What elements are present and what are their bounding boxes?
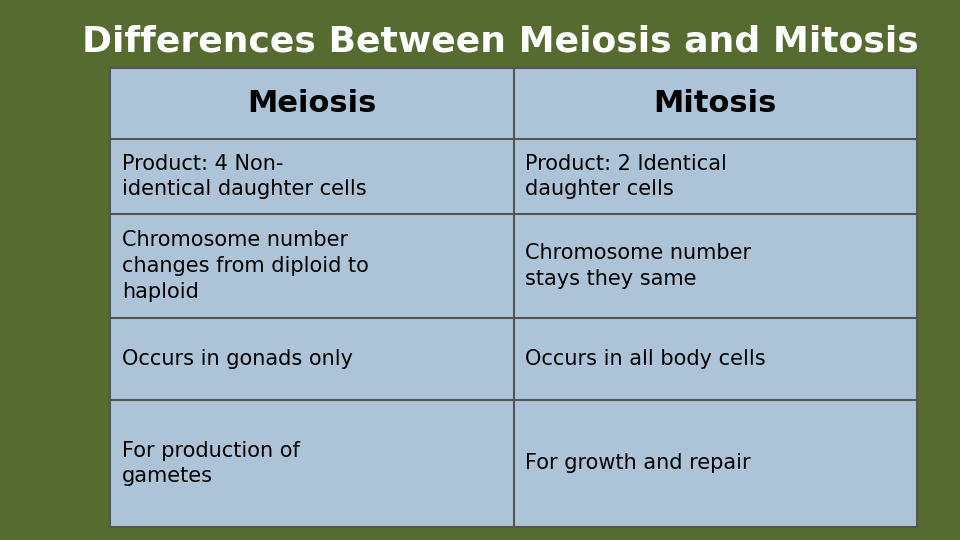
Text: Product: 2 Identical
daughter cells: Product: 2 Identical daughter cells — [525, 154, 727, 199]
Text: Meiosis: Meiosis — [248, 89, 376, 118]
Text: For growth and repair: For growth and repair — [525, 454, 751, 474]
Text: Chromosome number
changes from diploid to
haploid: Chromosome number changes from diploid t… — [122, 231, 369, 302]
Text: For production of
gametes: For production of gametes — [122, 441, 300, 486]
Text: Chromosome number
stays they same: Chromosome number stays they same — [525, 243, 752, 289]
Text: Occurs in all body cells: Occurs in all body cells — [525, 349, 766, 369]
Text: Product: 4 Non-
identical daughter cells: Product: 4 Non- identical daughter cells — [122, 154, 367, 199]
FancyBboxPatch shape — [110, 68, 917, 526]
Text: Occurs in gonads only: Occurs in gonads only — [122, 349, 353, 369]
Text: Mitosis: Mitosis — [654, 89, 777, 118]
Text: Differences Between Meiosis and Mitosis: Differences Between Meiosis and Mitosis — [82, 24, 919, 58]
